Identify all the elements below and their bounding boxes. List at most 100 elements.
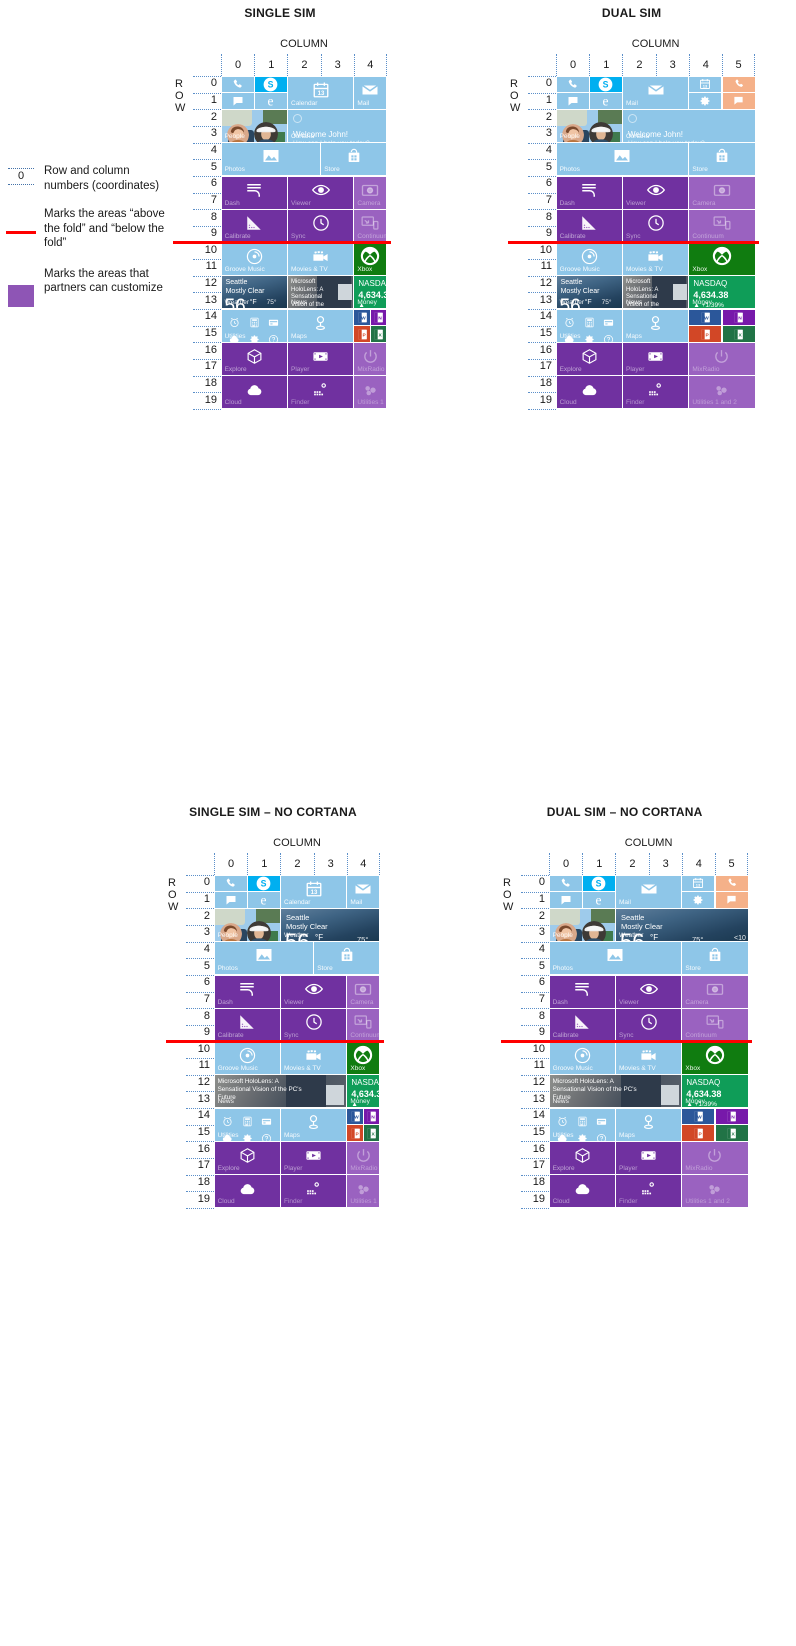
tile-groove-music[interactable]: Groove Music xyxy=(556,243,622,276)
tile-sync[interactable]: Sync xyxy=(281,1008,347,1041)
tile-phone[interactable] xyxy=(221,76,254,93)
tile-settings[interactable] xyxy=(689,93,722,109)
tile-explore[interactable]: Explore xyxy=(556,343,622,376)
tile-excel[interactable]: X xyxy=(371,326,387,342)
tile-photos[interactable]: Photos xyxy=(221,143,320,176)
tile-phone[interactable] xyxy=(549,875,582,892)
tile-store[interactable]: Store xyxy=(321,143,387,176)
tile-powerpoint[interactable]: P xyxy=(347,1125,363,1141)
tile-cloud[interactable]: Cloud xyxy=(221,376,287,409)
tile-settings[interactable] xyxy=(682,892,715,908)
tile-dualsim-phone2[interactable] xyxy=(722,76,755,93)
tile-edge[interactable]: e xyxy=(247,892,280,908)
tile-continuum[interactable]: Continuum xyxy=(347,1008,380,1041)
tile-excel[interactable]: X xyxy=(364,1125,380,1141)
tile-word[interactable]: W xyxy=(689,309,722,326)
tile-word[interactable]: W xyxy=(347,1108,363,1125)
tile-finder[interactable]: Finder xyxy=(288,376,354,409)
tile-calendar-small[interactable]: 13 xyxy=(682,875,715,892)
tile-maps[interactable]: Maps xyxy=(281,1108,347,1141)
tile-continuum[interactable]: Continuum xyxy=(354,209,387,242)
tile-mixradio[interactable]: MixRadio xyxy=(682,1142,748,1175)
tile-edge[interactable]: e xyxy=(589,93,622,109)
tile-store[interactable]: Store xyxy=(689,143,755,176)
tile-sync[interactable]: Sync xyxy=(623,209,689,242)
tile-continuum[interactable]: Continuum xyxy=(689,209,755,242)
tile-player[interactable]: Player xyxy=(616,1142,682,1175)
tile-dualsim-msg2[interactable] xyxy=(722,93,755,109)
tile-movies-tv[interactable]: Movies & TV xyxy=(288,243,354,276)
tile-maps[interactable]: Maps xyxy=(288,309,354,342)
tile-mixradio[interactable]: MixRadio xyxy=(354,343,387,376)
tile-onenote[interactable]: N xyxy=(371,309,387,326)
tile-mail[interactable]: Mail xyxy=(623,76,689,109)
tile-viewer[interactable]: Viewer xyxy=(616,975,682,1008)
tile-viewer[interactable]: Viewer xyxy=(281,975,347,1008)
tile-dash[interactable]: Dash xyxy=(556,176,622,209)
tile-utilities-1-and-2[interactable]: Utilities 1 and 2 xyxy=(682,1175,748,1208)
tile-news-wide[interactable]: News Microsoft HoloLens: A Sensational Vi… xyxy=(214,1075,347,1108)
tile-calibrate[interactable]: Calibrate xyxy=(549,1008,615,1041)
tile-mixradio[interactable]: MixRadio xyxy=(347,1142,380,1175)
tile-edge[interactable]: e xyxy=(254,93,287,109)
tile-finder[interactable]: Finder xyxy=(281,1175,347,1208)
tile-utilities-1-and-2[interactable]: Utilities 1 and 2 xyxy=(689,376,755,409)
tile-calendar-small[interactable]: 13 xyxy=(689,76,722,93)
tile-messaging[interactable] xyxy=(556,93,589,109)
tile-camera[interactable]: Camera xyxy=(682,975,748,1008)
tile-powerpoint[interactable]: P xyxy=(354,326,370,342)
tile-skype[interactable]: S xyxy=(589,76,622,93)
tile-news[interactable]: News Microsoft HoloLens: A Sensational Vi… xyxy=(288,276,354,309)
tile-sync[interactable]: Sync xyxy=(616,1008,682,1041)
tile-maps[interactable]: Maps xyxy=(623,309,689,342)
tile-dualsim-msg2[interactable] xyxy=(715,892,748,908)
tile-skype[interactable]: S xyxy=(254,76,287,93)
tile-calendar[interactable]: 13 Calendar xyxy=(288,76,354,109)
tile-explore[interactable]: Explore xyxy=(549,1142,615,1175)
tile-player[interactable]: Player xyxy=(623,343,689,376)
tile-powerpoint[interactable]: P xyxy=(689,326,722,342)
tile-photos[interactable]: Photos xyxy=(549,942,682,975)
tile-camera[interactable]: Camera xyxy=(354,176,387,209)
tile-groove-music[interactable]: Groove Music xyxy=(214,1042,280,1075)
tile-people[interactable]: People xyxy=(549,908,615,941)
tile-mail[interactable]: Mail xyxy=(347,875,380,908)
tile-camera[interactable]: Camera xyxy=(347,975,380,1008)
tile-cloud[interactable]: Cloud xyxy=(549,1175,615,1208)
tile-news-wide[interactable]: News Microsoft HoloLens: A Sensational Vi… xyxy=(549,1075,682,1108)
tile-viewer[interactable]: Viewer xyxy=(288,176,354,209)
tile-messaging[interactable] xyxy=(221,93,254,109)
tile-photos[interactable]: Photos xyxy=(556,143,689,176)
tile-cloud[interactable]: Cloud xyxy=(556,376,622,409)
tile-xbox[interactable]: Xbox xyxy=(689,243,755,276)
tile-calibrate[interactable]: Calibrate xyxy=(556,209,622,242)
tile-phone[interactable] xyxy=(214,875,247,892)
tile-explore[interactable]: Explore xyxy=(214,1142,280,1175)
tile-movies-tv[interactable]: Movies & TV xyxy=(623,243,689,276)
tile-store[interactable]: Store xyxy=(314,942,380,975)
tile-dash[interactable]: Dash xyxy=(214,975,280,1008)
tile-onenote[interactable]: N xyxy=(715,1108,748,1125)
tile-news[interactable]: News Microsoft HoloLens: A Sensational Vi… xyxy=(623,276,689,309)
tile-messaging[interactable] xyxy=(214,892,247,908)
tile-camera[interactable]: Camera xyxy=(689,176,755,209)
tile-dash[interactable]: Dash xyxy=(221,176,287,209)
tile-edge[interactable]: e xyxy=(582,892,615,908)
tile-utilities[interactable]: Utilities xyxy=(214,1108,280,1141)
tile-finder[interactable]: Finder xyxy=(623,376,689,409)
tile-mixradio[interactable]: MixRadio xyxy=(689,343,755,376)
tile-messaging[interactable] xyxy=(549,892,582,908)
tile-utilities[interactable]: Utilities xyxy=(556,309,622,342)
tile-people[interactable]: People xyxy=(221,109,287,142)
tile-groove-music[interactable]: Groove Music xyxy=(549,1042,615,1075)
tile-skype[interactable]: S xyxy=(582,875,615,892)
tile-onenote[interactable]: N xyxy=(722,309,755,326)
tile-mail[interactable]: Mail xyxy=(354,76,387,109)
